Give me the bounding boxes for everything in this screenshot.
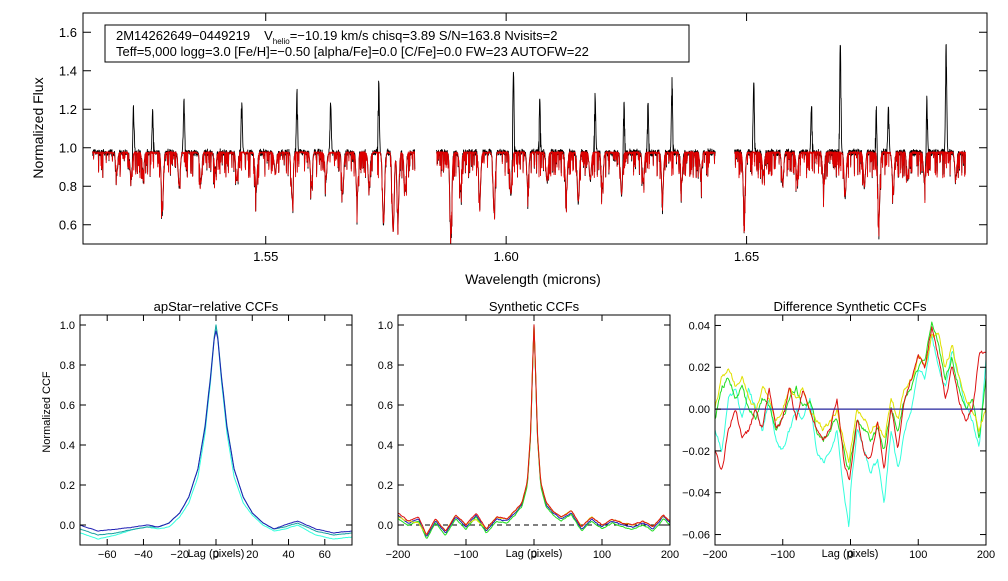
ccf-difference-series-diff-yellow — [715, 332, 986, 463]
vhelio-subscript: helio — [273, 37, 290, 46]
vhelio-symbol: V — [264, 28, 273, 43]
ccf-difference-series-diff-green — [715, 321, 986, 471]
ccf-synthetic-plot-area — [398, 324, 670, 539]
ccf-synthetic-ytick-label: 0.6 — [378, 400, 393, 412]
spectrum-ytick-label: 1.6 — [59, 25, 77, 40]
ccf-apstar-series-combined-teal — [80, 324, 352, 536]
ccf-difference-panel: Difference Synthetic CCFs −200 −100 0 100 20… — [682, 299, 995, 561]
ccf-apstar-series-visit-cyan — [80, 324, 352, 540]
ccf-apstar-xtick-label: −40 — [134, 549, 153, 561]
ccf-difference-ytick-label: 0.00 — [689, 404, 710, 416]
ccf-apstar-panel: apStar−relative CCFs −60 −40 −20 0 20 40 60 0.0… — [41, 299, 353, 561]
ccf-synthetic-xtick-label: −200 — [386, 549, 411, 561]
spectrum-xtick-label: 1.60 — [493, 249, 518, 264]
ccf-difference-xlabel: Lag (pixels) — [822, 548, 879, 560]
spectrum-info-line2: Teff=5,000 logg=3.0 [Fe/H]=−0.50 [alpha/… — [116, 44, 589, 59]
spectrum-model-chip-3 — [734, 151, 966, 237]
spectrum-observed-chip-3 — [734, 44, 966, 240]
ccf-synthetic-xtick-label: 0 — [531, 549, 537, 561]
ccf-difference-series-diff-cyan — [715, 335, 986, 528]
ccf-difference-plot-area — [715, 321, 986, 528]
vhelio-values: =−10.19 km/s chisq=3.89 S/N=163.8 Nvisit… — [290, 28, 558, 43]
ccf-synthetic-series-synth-green — [398, 326, 670, 539]
ccf-difference-ytick-label: −0.04 — [682, 488, 710, 500]
spectrum-info-line1: 2M14262649−0449219 Vhelio=−10.19 km/s chi… — [116, 28, 557, 46]
star-id: 2M14262649−0449219 — [116, 28, 250, 43]
ccf-difference-frame — [714, 314, 987, 546]
ccf-synthetic-xtick-label: 100 — [593, 549, 611, 561]
spectrum-model-chip-2 — [435, 151, 716, 244]
spectrum-frame — [82, 12, 988, 245]
ccf-difference-title: Difference Synthetic CCFs — [774, 299, 927, 314]
ccf-synthetic-ytick-label: 0.4 — [378, 440, 393, 452]
spectrum-ytick-label: 1.2 — [59, 102, 77, 117]
ccf-synthetic-series-synth-blue — [398, 324, 670, 537]
ccf-apstar-title: apStar−relative CCFs — [154, 299, 279, 314]
ccf-apstar-axes: −60 −40 −20 0 20 40 60 0.0 0.2 0.4 0.6 0.8 1.0 — [60, 315, 352, 561]
spectrum-plot-area — [92, 44, 966, 244]
ccf-synthetic-ytick-label: 1.0 — [378, 320, 393, 332]
ccf-synthetic-frame — [397, 314, 671, 546]
ccf-difference-xtick-label: 0 — [847, 549, 853, 561]
ccf-difference-ytick-label: 0.02 — [689, 362, 710, 374]
ccf-synthetic-xtick-label: 200 — [661, 549, 679, 561]
ccf-synthetic-axes: −200 −100 0 100 200 0.0 0.2 0.4 0.6 0.8 1.0 — [378, 315, 679, 561]
spectrum-model-chip-1 — [92, 151, 416, 235]
ccf-difference-axes: −200 −100 0 100 200 −0.06 −0.04 −0.02 0.00 0.02 0.… — [682, 315, 995, 561]
ccf-synthetic-ytick-label: 0.8 — [378, 360, 393, 372]
ccf-apstar-ytick-label: 0.4 — [60, 440, 75, 452]
ccf-apstar-ytick-label: 0.0 — [60, 520, 75, 532]
spectrum-xlabel: Wavelength (microns) — [465, 271, 601, 287]
ccf-difference-xtick-label: −100 — [770, 549, 795, 561]
ccf-apstar-ytick-label: 0.6 — [60, 400, 75, 412]
spectrum-panel: 1.55 1.60 1.65 0.6 0.8 1.0 1.2 1.4 1.6 2M1426264… — [30, 12, 988, 287]
spectrum-ytick-label: 0.8 — [59, 179, 77, 194]
ccf-apstar-xtick-label: 20 — [246, 549, 258, 561]
ccf-apstar-ylabel: Normalized CCF — [41, 371, 53, 453]
ccf-synthetic-ytick-label: 0.2 — [378, 480, 393, 492]
ccf-apstar-xtick-label: −60 — [98, 549, 117, 561]
spectrum-xtick-label: 1.65 — [734, 249, 759, 264]
ccf-difference-xtick-label: 200 — [977, 549, 995, 561]
spectrum-ytick-label: 0.6 — [59, 217, 77, 232]
ccf-apstar-series-visit-blue — [80, 330, 352, 534]
ccf-apstar-frame — [79, 314, 353, 546]
ccf-apstar-ytick-label: 0.8 — [60, 360, 75, 372]
ccf-synthetic-ytick-label: 0.0 — [378, 520, 393, 532]
ccf-difference-ytick-label: −0.02 — [682, 446, 710, 458]
ccf-synthetic-xtick-label: −100 — [454, 549, 479, 561]
ccf-apstar-xtick-label: 60 — [319, 549, 331, 561]
spectrum-ytick-label: 1.4 — [59, 63, 77, 78]
ccf-apstar-xtick-label: −20 — [170, 549, 189, 561]
ccf-difference-xtick-label: −200 — [703, 549, 728, 561]
ccf-difference-ytick-label: −0.06 — [682, 529, 710, 541]
ccf-synthetic-series-synth-yellow — [398, 324, 670, 535]
ccf-synthetic-xlabel: Lag (pixels) — [506, 548, 563, 560]
spectrum-ylabel: Normalized Flux — [30, 77, 46, 178]
ccf-apstar-xlabel: Lag (pixels) — [188, 548, 245, 560]
ccf-apstar-ytick-label: 0.2 — [60, 480, 75, 492]
ccf-difference-series-diff-red — [715, 326, 986, 481]
ccf-apstar-xtick-label: 40 — [282, 549, 294, 561]
ccf-synthetic-title: Synthetic CCFs — [489, 299, 580, 314]
ccf-synthetic-panel: Synthetic CCFs −200 −100 0 100 200 0.0 0.2 0.4 0… — [378, 299, 679, 561]
spectrum-xtick-label: 1.55 — [253, 249, 278, 264]
ccf-apstar-plot-area — [80, 324, 352, 540]
ccf-apstar-ytick-label: 1.0 — [60, 320, 75, 332]
ccf-apstar-xtick-label: 0 — [213, 549, 219, 561]
spectrum-ytick-label: 1.0 — [59, 140, 77, 155]
ccf-synthetic-series-synth-red — [398, 324, 670, 535]
ccf-difference-xtick-label: 100 — [909, 549, 927, 561]
spectrum-axes: 1.55 1.60 1.65 0.6 0.8 1.0 1.2 1.4 1.6 — [59, 13, 987, 264]
ccf-difference-ytick-label: 0.04 — [689, 320, 710, 332]
spectrum-info-box — [104, 24, 690, 63]
